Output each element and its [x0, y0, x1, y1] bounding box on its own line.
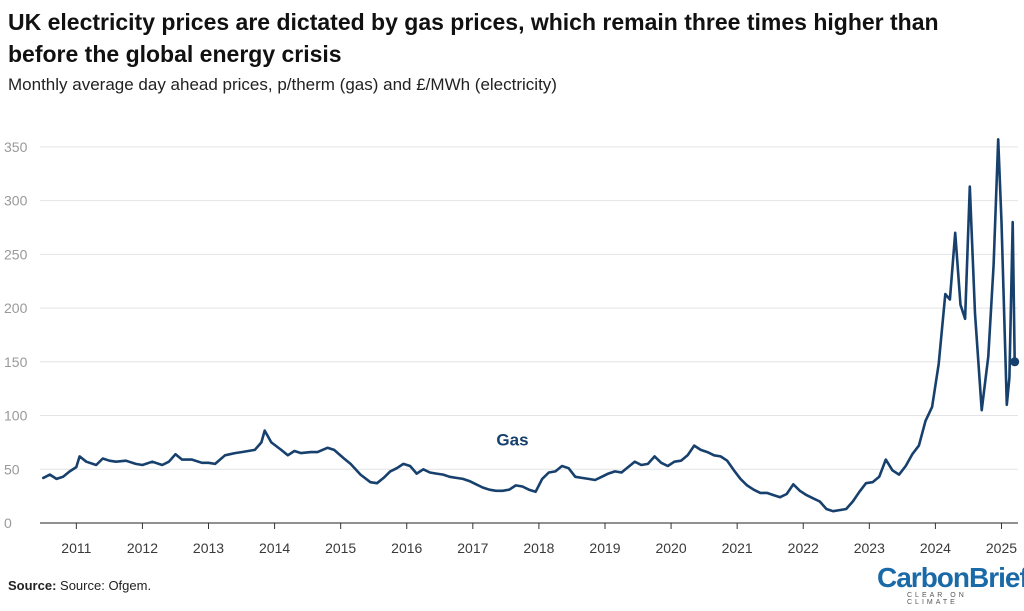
x-tick-label-2021: 2021	[722, 540, 753, 556]
x-tick-label-2012: 2012	[127, 540, 158, 556]
logo-tagline: CLEAR ON CLIMATE	[907, 592, 967, 606]
x-tick-label-2011: 2011	[61, 540, 91, 556]
carbonbrief-logo: CarbonBrief CLEAR ON CLIMATE	[877, 562, 1024, 607]
series-label-gas: Gas	[496, 431, 528, 450]
x-tick-label-2014: 2014	[259, 540, 290, 556]
y-tick-label-150: 150	[4, 354, 28, 370]
y-tick-label-100: 100	[4, 408, 28, 424]
series-line-gas	[42, 138, 1016, 513]
x-tick-label-2015: 2015	[325, 540, 356, 556]
chart-title: UK electricity prices are dictated by ga…	[8, 9, 939, 67]
x-tick-label-2013: 2013	[193, 540, 224, 556]
x-tick-label-2025: 2025	[986, 540, 1017, 556]
source-label: Source:	[8, 578, 57, 593]
x-tick-label-2022: 2022	[788, 540, 819, 556]
y-tick-label-0: 0	[4, 515, 12, 531]
y-tick-label-300: 300	[4, 193, 28, 209]
source-note: Source: Source: Ofgem.	[8, 578, 151, 593]
series-endpoint-gas	[1010, 357, 1020, 367]
y-tick-label-50: 50	[4, 461, 20, 477]
logo-wordmark: CarbonBrief	[877, 562, 1024, 593]
x-tick-label-2024: 2024	[920, 540, 951, 556]
x-tick-label-2018: 2018	[523, 540, 554, 556]
x-tick-label-2016: 2016	[391, 540, 422, 556]
y-tick-label-350: 350	[4, 139, 28, 155]
y-tick-label-200: 200	[4, 300, 28, 316]
x-tick-label-2019: 2019	[589, 540, 620, 556]
source-text: Source: Ofgem.	[60, 578, 152, 593]
x-tick-label-2017: 2017	[457, 540, 488, 556]
x-tick-label-2020: 2020	[655, 540, 686, 556]
x-tick-label-2023: 2023	[854, 540, 885, 556]
chart-subtitle: Monthly average day ahead prices, p/ther…	[8, 75, 557, 94]
y-tick-label-250: 250	[4, 246, 28, 262]
